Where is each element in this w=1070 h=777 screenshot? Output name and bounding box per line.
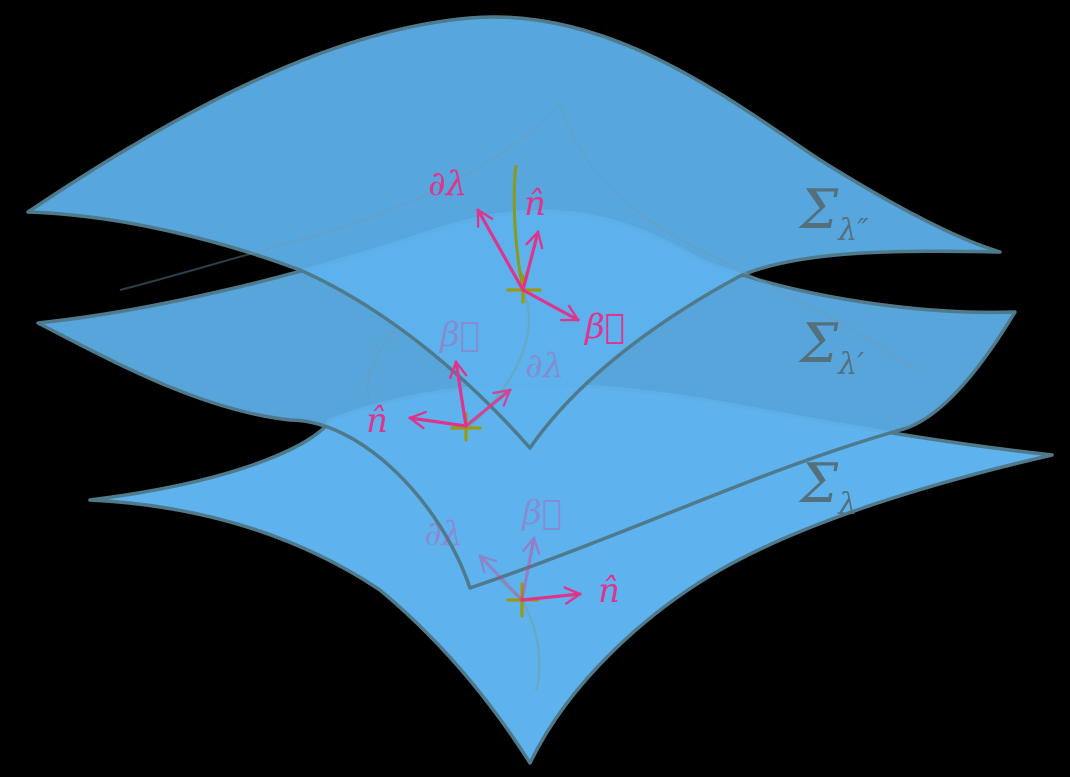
label-partial-lambda-middle: ∂λ xyxy=(525,346,564,386)
vector-partial-lambda-top xyxy=(476,208,525,292)
label-normal-middle: n̂ xyxy=(366,401,388,441)
label-sigma-lambda: Σλ xyxy=(798,452,857,522)
vector-normal-top xyxy=(521,230,544,292)
vector-shift-middle xyxy=(449,360,468,428)
worldline-upper xyxy=(512,164,525,289)
label-partial-lambda-bottom: ∂λ xyxy=(424,514,463,554)
label-shift-bottom: β⃗ xyxy=(520,493,562,533)
vector-partial-lambda-middle xyxy=(464,388,512,428)
hidden-edge-top-left xyxy=(119,101,561,291)
vector-partial-lambda-bottom xyxy=(478,554,524,602)
vector-normal-bottom xyxy=(520,586,582,605)
vector-shift-top xyxy=(521,288,580,322)
label-normal-bottom: n̂ xyxy=(598,571,620,611)
label-normal-top: n̂ xyxy=(524,184,546,224)
label-partial-lambda-top: ∂λ xyxy=(428,164,467,204)
vector-normal-middle xyxy=(408,410,468,430)
label-sigma-lambda-prime: Σλ′ xyxy=(798,312,864,382)
label-shift-top: β⃗ xyxy=(583,307,625,347)
label-shift-middle: β⃗ xyxy=(438,315,480,355)
vector-shift-bottom xyxy=(520,536,541,602)
hidden-edge-top xyxy=(559,101,916,371)
label-sigma-lambda-double-prime: Σλ″ xyxy=(798,178,869,248)
